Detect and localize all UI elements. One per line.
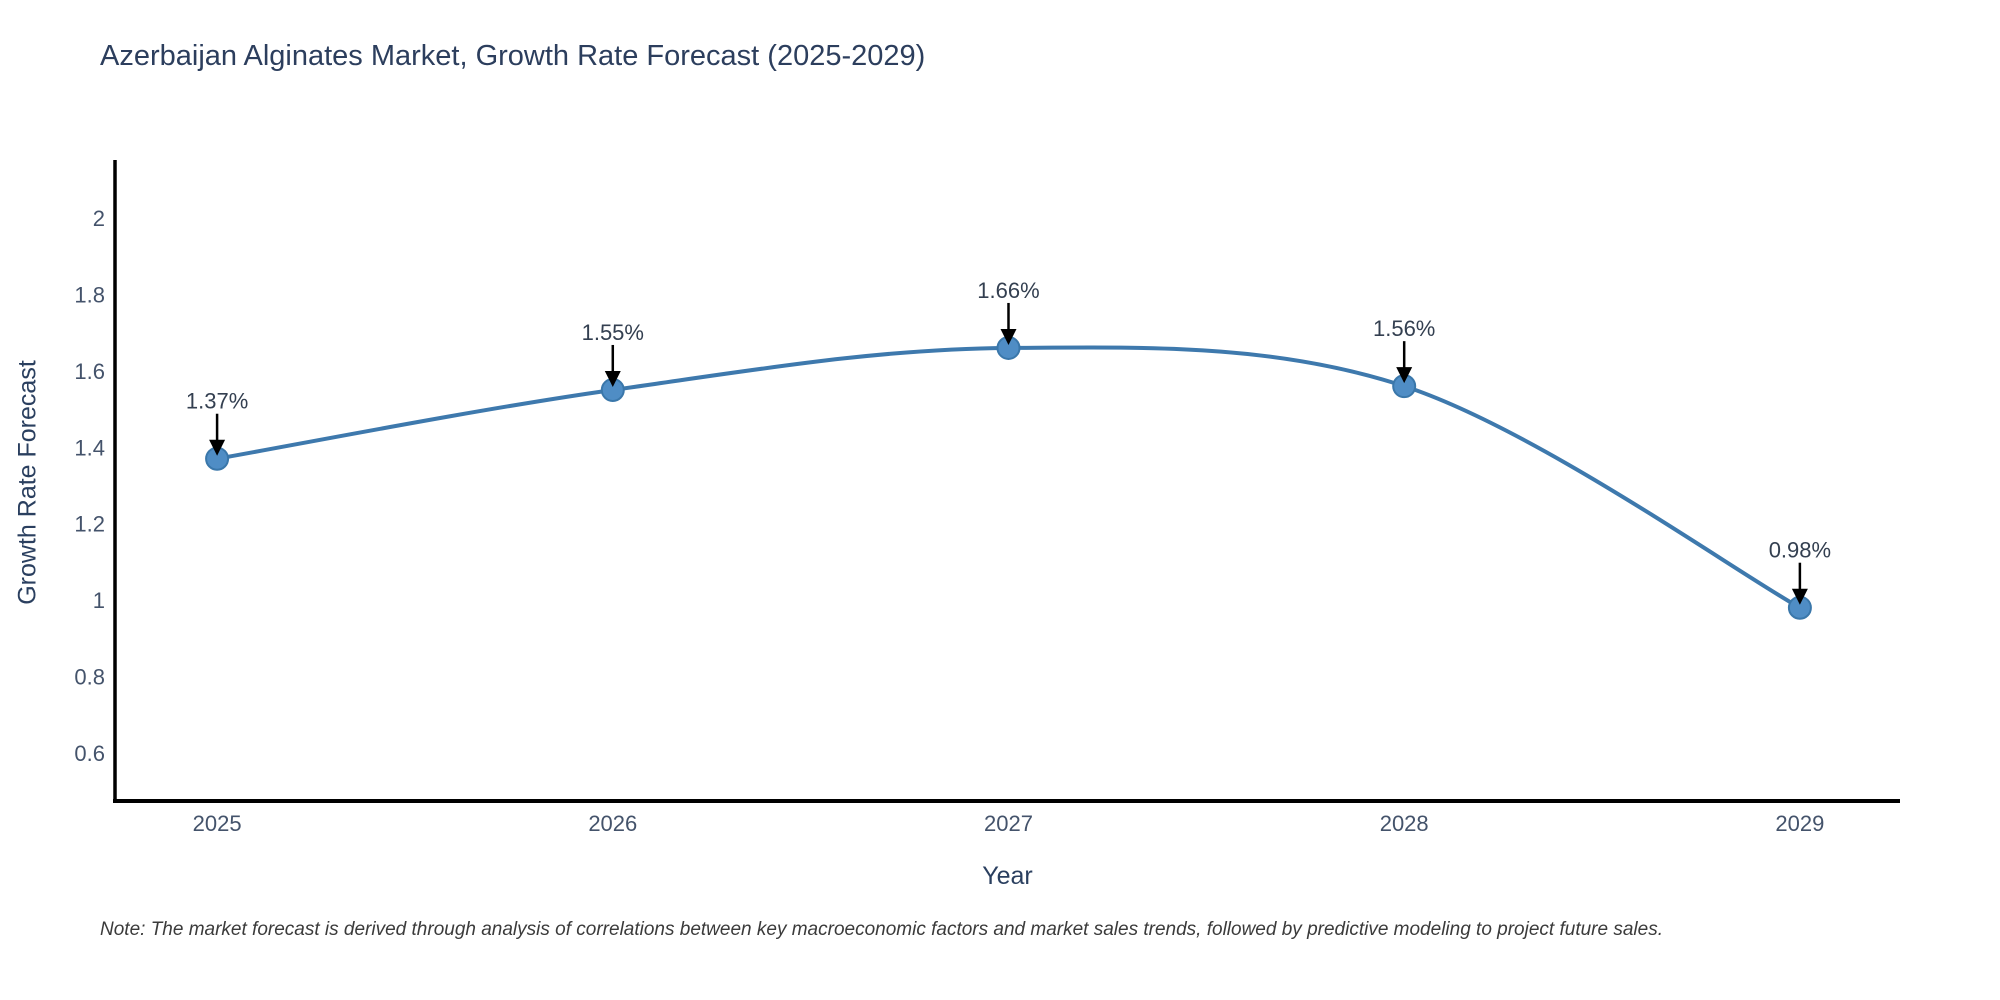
- x-tick-label: 2026: [588, 811, 637, 836]
- footnote: Note: The market forecast is derived thr…: [100, 919, 1663, 940]
- y-tick-label: 2: [93, 206, 105, 231]
- y-tick-label: 1.6: [74, 359, 105, 384]
- y-axis-title: Growth Rate Forecast: [13, 360, 42, 605]
- data-point-label: 1.66%: [977, 278, 1039, 303]
- data-point-label: 1.37%: [186, 389, 248, 414]
- data-point-label: 1.55%: [582, 320, 644, 345]
- x-tick-label: 2025: [193, 811, 242, 836]
- data-point-label: 1.56%: [1373, 316, 1435, 341]
- y-tick-label: 1.2: [74, 512, 105, 537]
- annotation-arrow-head: [1791, 588, 1808, 605]
- y-tick-label: 1.4: [74, 435, 105, 460]
- data-point-label: 0.98%: [1769, 538, 1831, 563]
- y-tick-label: 1: [93, 588, 105, 613]
- annotation-arrow-head: [1000, 328, 1017, 345]
- x-tick-label: 2027: [984, 811, 1033, 836]
- y-tick-label: 0.8: [74, 664, 105, 689]
- annotation-arrow-head: [209, 439, 226, 456]
- forecast-line: [216, 345, 1801, 610]
- annotation-arrow-head: [1396, 367, 1413, 384]
- chart-title: Azerbaijan Alginates Market, Growth Rate…: [100, 40, 926, 72]
- y-tick-label: 1.8: [74, 282, 105, 307]
- annotation-arrow-head: [604, 370, 621, 387]
- x-axis-title: Year: [982, 862, 1033, 890]
- y-tick-label: 0.6: [74, 741, 105, 766]
- x-tick-label: 2028: [1380, 811, 1429, 836]
- x-tick-label: 2029: [1775, 811, 1824, 836]
